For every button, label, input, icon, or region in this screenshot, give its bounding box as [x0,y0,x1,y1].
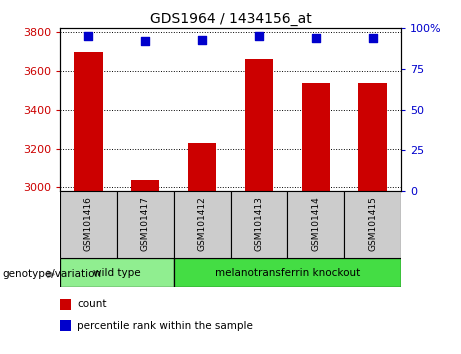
Text: GSM101416: GSM101416 [84,196,93,251]
Bar [230,191,287,258]
Text: GSM101417: GSM101417 [141,196,150,251]
Bar [174,258,401,287]
Point [142,39,149,44]
Text: genotype/variation: genotype/variation [2,269,101,279]
Bar [301,82,330,191]
Title: GDS1964 / 1434156_at: GDS1964 / 1434156_at [150,12,311,26]
Point [369,35,376,41]
Bar [188,143,216,191]
Text: wild type: wild type [93,268,141,278]
Point [312,35,319,41]
Text: GSM101413: GSM101413 [254,196,263,251]
Point [198,37,206,42]
Bar [245,59,273,191]
Bar [60,191,117,258]
Bar [131,179,160,191]
Point [85,34,92,39]
Bar [344,191,401,258]
Text: percentile rank within the sample: percentile rank within the sample [77,321,253,331]
Bar [287,191,344,258]
Bar [60,258,174,287]
Text: count: count [77,299,106,309]
Text: GSM101415: GSM101415 [368,196,377,251]
Bar [174,191,230,258]
Text: GSM101414: GSM101414 [311,196,320,251]
Bar [74,52,102,191]
Text: GSM101412: GSM101412 [198,196,207,251]
Bar [358,82,387,191]
Text: melanotransferrin knockout: melanotransferrin knockout [215,268,360,278]
Bar [117,191,174,258]
Point [255,34,263,39]
